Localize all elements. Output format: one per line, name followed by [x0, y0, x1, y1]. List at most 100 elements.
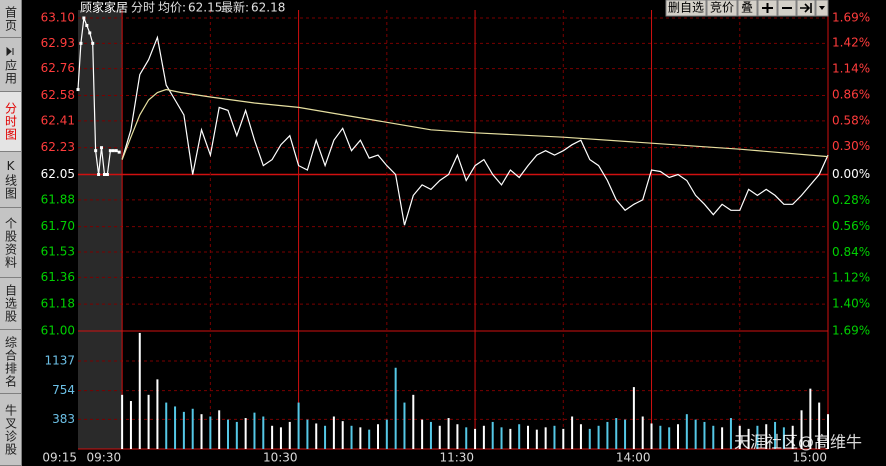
- volume-bar: [544, 427, 547, 449]
- volume-bar: [809, 388, 812, 449]
- volume-bar: [782, 427, 785, 449]
- auction-point: [105, 173, 109, 176]
- y-tick-label: 61.36: [41, 270, 75, 284]
- y2-tick-label: 1.14%: [832, 61, 870, 75]
- auction-point: [117, 150, 121, 154]
- volume-bar: [324, 425, 327, 449]
- y-tick-label: 61.88: [41, 192, 75, 206]
- volume-bar: [518, 424, 521, 449]
- y2-tick-label: 0.84%: [832, 245, 870, 259]
- button-label[interactable]: 删自选: [668, 1, 704, 15]
- volume-bar: [341, 421, 344, 449]
- sidebar-tab[interactable]: 个股资料: [0, 208, 21, 278]
- button[interactable]: [706, 0, 738, 17]
- volume-bar: [491, 421, 494, 449]
- plot: 63.10 62.93 62.76 62.58 62.41 62.23 62.05 61.88…: [41, 10, 870, 465]
- volume-bar: [129, 401, 132, 449]
- y2-tick-label: 0.28%: [832, 193, 870, 207]
- mode: 分时: [131, 1, 155, 15]
- button[interactable]: [665, 0, 707, 17]
- volume-bar: [377, 424, 379, 449]
- volume-bar: [253, 412, 256, 449]
- volume-bar: [791, 425, 794, 449]
- volume-bar: [641, 416, 644, 449]
- volume-bar: [624, 419, 627, 449]
- button-label[interactable]: 竞价: [710, 1, 734, 15]
- price-line: [121, 88, 829, 160]
- toolbar: 删自选 竞价 叠: [665, 0, 829, 17]
- volume-bar: [535, 429, 538, 449]
- y-tick-label: 61.70: [41, 219, 75, 233]
- sidebar-tab[interactable]: 分时图: [0, 92, 21, 152]
- volume-bar: [606, 421, 609, 449]
- tab-label: K线图: [3, 159, 18, 200]
- y-tick-label: 62.76: [41, 61, 75, 75]
- auction-point: [79, 41, 83, 45]
- sidebar-tab[interactable]: 首页: [0, 0, 21, 38]
- volume-bar: [562, 428, 565, 449]
- sidebar-tab[interactable]: 应用: [0, 38, 21, 92]
- y-tick-label: 62.23: [41, 140, 75, 154]
- x-tick-label: 09:15: [42, 451, 77, 465]
- y2-tick-label: 0.56%: [832, 219, 870, 233]
- sidebar: 首页 应用 分时图 K线图个股资料 自选股综合排名牛叉诊股: [0, 0, 22, 466]
- volume-bar: [227, 419, 229, 449]
- volume-bar: [138, 332, 141, 449]
- volume-bar: [438, 425, 441, 449]
- volume-bar: [447, 418, 450, 449]
- volume-bar: [244, 418, 247, 449]
- volume-bar: [279, 427, 282, 449]
- button[interactable]: [737, 0, 758, 17]
- volume-bar: [200, 414, 203, 449]
- sidebar-tab[interactable]: 自选股: [0, 278, 21, 330]
- avg-price: 62.15: [188, 1, 222, 15]
- y2-tick-label: 1.69%: [832, 11, 870, 25]
- y-tick-label: 61.00: [41, 324, 75, 338]
- volume-bar: [482, 425, 485, 449]
- y-tick-label: 62.41: [41, 113, 75, 127]
- y-tick-label: 61.18: [41, 297, 75, 311]
- tab-label: 综合排名: [3, 335, 18, 388]
- volume-bar: [174, 406, 177, 449]
- auction-point: [111, 149, 115, 153]
- volume-bar: [182, 411, 185, 449]
- volume-tick-label: 383: [52, 412, 75, 426]
- volume-bar: [156, 379, 159, 449]
- volume-tick-label: 754: [52, 383, 75, 397]
- volume-bar: [579, 424, 582, 449]
- volume-bar: [553, 425, 556, 449]
- volume-bar: [747, 428, 750, 449]
- y2-tick-label: 1.12%: [832, 271, 870, 285]
- volume-bar: [465, 427, 468, 449]
- volume-bar: [721, 427, 724, 449]
- plus-icon: [762, 3, 773, 13]
- volume-bar: [456, 424, 459, 449]
- volume-tick-label: 1137: [44, 354, 75, 368]
- volume-bar: [262, 416, 265, 449]
- volume-bar: [359, 427, 362, 449]
- volume-bar: [147, 394, 150, 449]
- auction-point: [100, 146, 104, 150]
- volume-bar: [332, 416, 335, 449]
- y-tick-label: 62.05: [41, 167, 75, 181]
- button-label[interactable]: 叠: [741, 1, 753, 15]
- price-line: [121, 35, 829, 226]
- volume-bar: [385, 419, 388, 449]
- volume-bar: [774, 421, 777, 449]
- x-tick-label: 11:30: [439, 451, 474, 465]
- y2-tick-label: 0.58%: [832, 113, 870, 127]
- volume-bar: [288, 421, 291, 449]
- y2-tick-label: 0.00%: [832, 167, 870, 181]
- sidebar-tab[interactable]: 综合排名: [0, 330, 21, 394]
- volume-bar: [571, 416, 574, 449]
- sidebar-tab[interactable]: 牛叉诊股: [0, 394, 21, 466]
- sidebar-tab[interactable]: K线图: [0, 152, 21, 208]
- y-tick-label: 62.93: [41, 36, 75, 50]
- y2-tick-label: 0.30%: [832, 139, 870, 153]
- app-icon: [6, 45, 15, 59]
- dropdown-icon: [819, 6, 825, 10]
- auction-point: [97, 173, 101, 176]
- header: 顾家家居 分时 均价: 62.15 最新: 62.18: [80, 0, 285, 15]
